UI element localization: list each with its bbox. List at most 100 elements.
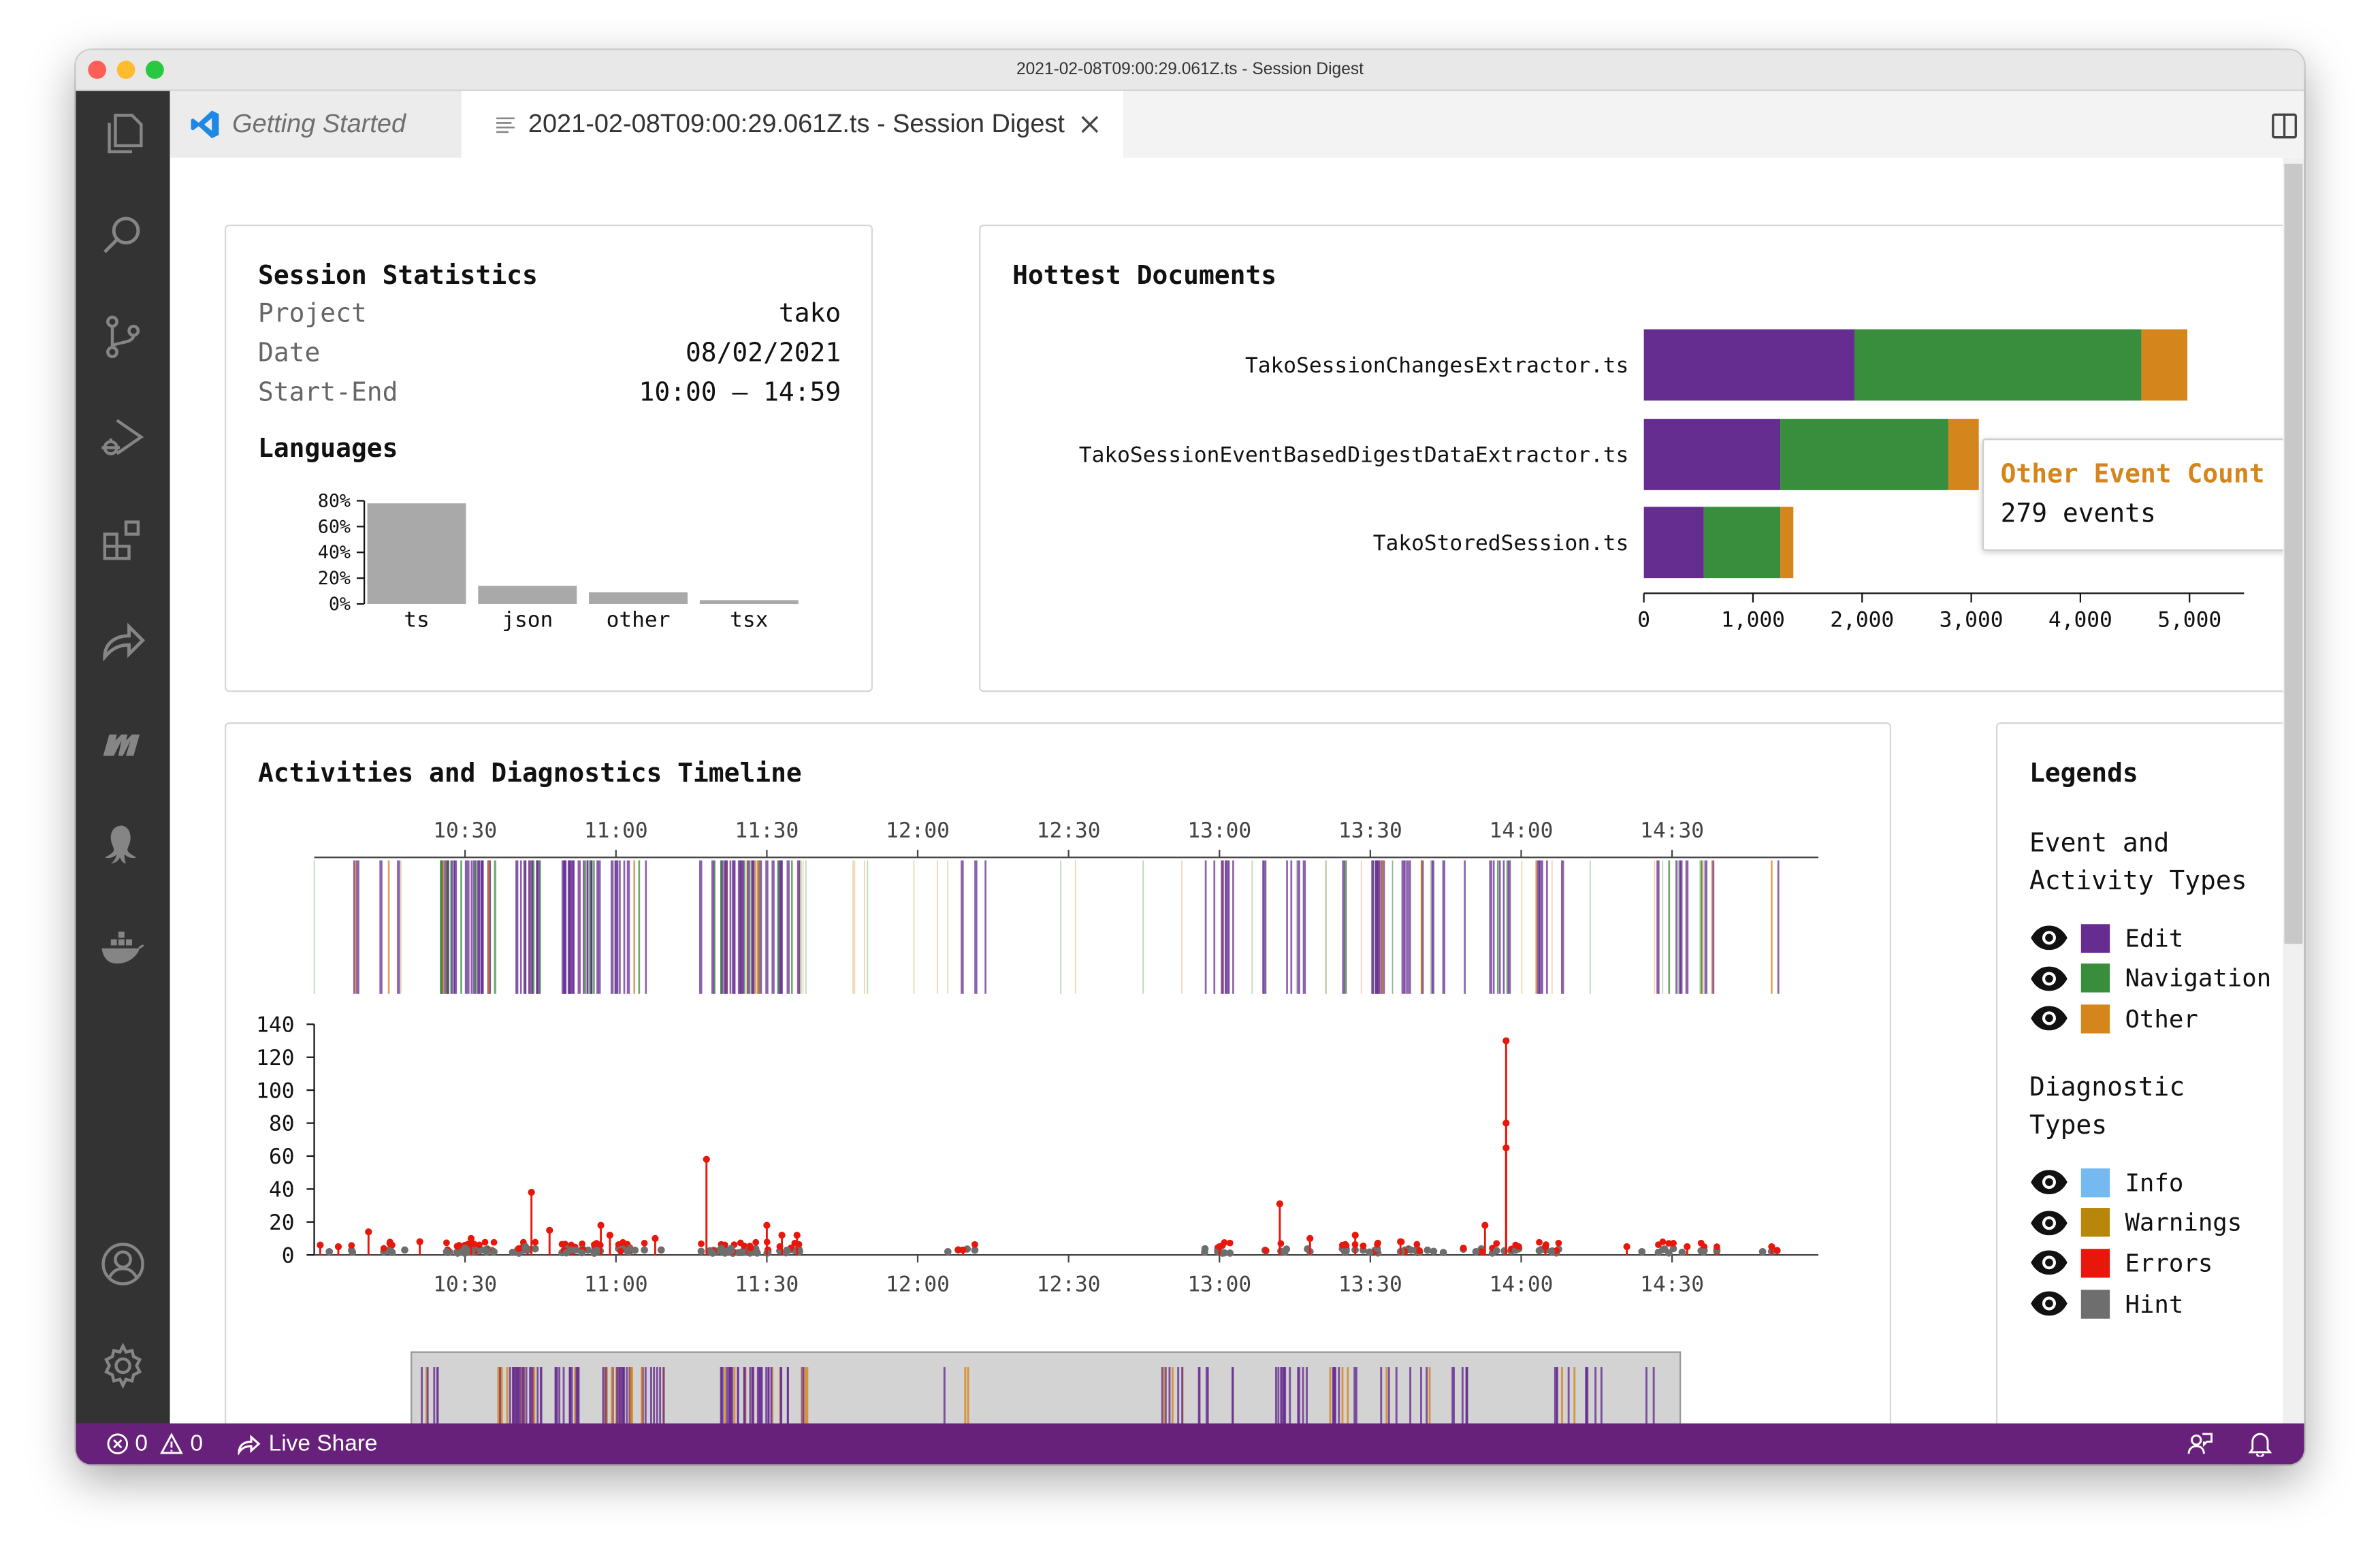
explorer-icon[interactable] <box>95 106 150 161</box>
settings-gear-icon[interactable] <box>95 1339 150 1393</box>
hint-point <box>578 1249 586 1257</box>
hint-point <box>592 1249 600 1256</box>
octopus-icon[interactable] <box>95 818 150 872</box>
y-tick-label: 40% <box>318 542 351 563</box>
legend-item-navigation[interactable]: Navigation <box>2029 961 2271 995</box>
top-axis-label: 14:30 <box>1640 818 1704 843</box>
eye-icon[interactable] <box>2029 924 2069 951</box>
legend-swatch <box>2080 923 2110 953</box>
heading-line: Diagnostic <box>2029 1072 2185 1104</box>
top-axis-label: 11:30 <box>735 818 799 843</box>
error-point <box>741 1242 747 1249</box>
eye-icon[interactable] <box>2029 1290 2069 1317</box>
hottest-documents-title: Hottest Documents <box>1012 261 1277 291</box>
live-share-status[interactable]: Live Share <box>237 1424 378 1465</box>
x-tick-label: 5,000 <box>2157 607 2221 632</box>
hint-point <box>531 1245 539 1253</box>
chart-tooltip: Other Event Count 279 events <box>1982 438 2294 552</box>
tab-getting-started[interactable]: Getting Started <box>170 91 462 158</box>
hint-point <box>566 1246 575 1254</box>
status-bar: 0 0 Live Share <box>76 1423 2304 1465</box>
diag-x-label: 12:00 <box>886 1273 950 1297</box>
x-tick-label: 0 <box>1637 607 1650 632</box>
bar-segment-navigation <box>1780 419 1948 490</box>
hint-point <box>1439 1249 1447 1256</box>
live-share-icon <box>237 1433 263 1456</box>
legend-item-warnings[interactable]: Warnings <box>2029 1206 2242 1239</box>
legend-label: Info <box>2125 1167 2184 1197</box>
error-point <box>1502 1037 1510 1044</box>
run-debug-icon[interactable] <box>95 411 150 466</box>
top-axis-label: 13:30 <box>1338 818 1402 843</box>
error-point <box>652 1234 659 1243</box>
error-point <box>1768 1243 1775 1251</box>
legend-item-errors[interactable]: Errors <box>2029 1247 2213 1280</box>
search-icon[interactable] <box>95 208 150 262</box>
x-tick-label: 4,000 <box>2048 607 2112 632</box>
hint-point <box>1424 1246 1432 1254</box>
warning-count: 0 <box>190 1431 204 1457</box>
legend-label: Edit <box>2125 923 2184 953</box>
problems-status[interactable]: 0 0 <box>106 1424 203 1465</box>
error-point <box>1262 1247 1270 1254</box>
notifications-bell-icon[interactable] <box>2248 1424 2272 1465</box>
error-point <box>1714 1243 1720 1250</box>
legend-item-other[interactable]: Other <box>2029 1002 2198 1036</box>
close-window-button[interactable] <box>88 61 107 79</box>
split-editor-icon[interactable] <box>2270 112 2298 146</box>
tako-m-icon[interactable] <box>95 716 150 771</box>
minimize-window-button[interactable] <box>116 61 135 79</box>
extensions-icon[interactable] <box>95 513 150 567</box>
legend-item-info[interactable]: Info <box>2029 1166 2183 1199</box>
vertical-scrollbar[interactable] <box>2283 157 2304 1424</box>
source-control-icon[interactable] <box>95 310 150 364</box>
error-point <box>641 1239 648 1247</box>
error-point <box>1670 1240 1677 1247</box>
error-point <box>698 1240 705 1247</box>
error-point <box>1555 1239 1562 1247</box>
error-point <box>515 1245 522 1252</box>
eye-icon[interactable] <box>2029 965 2069 992</box>
live-share-icon[interactable] <box>95 615 150 669</box>
editor-area: Session Statistics Project tako Date 08/… <box>170 157 2304 1424</box>
hint-point <box>1700 1248 1707 1256</box>
error-point <box>1276 1200 1284 1208</box>
docker-icon[interactable] <box>95 920 150 974</box>
top-axis-label: 13:00 <box>1187 818 1251 843</box>
legend-item-edit[interactable]: Edit <box>2029 921 2183 955</box>
timeline-title: Activities and Diagnostics Timeline <box>258 758 802 789</box>
eye-icon[interactable] <box>2029 1005 2069 1032</box>
error-point <box>490 1239 498 1246</box>
close-icon[interactable] <box>1080 114 1101 135</box>
bar-json <box>478 586 577 605</box>
live-share-label: Live Share <box>268 1431 378 1457</box>
hint-point <box>971 1246 979 1254</box>
top-axis-label: 10:30 <box>433 818 497 843</box>
hint-point <box>461 1245 469 1252</box>
hint-point <box>1472 1247 1480 1256</box>
error-point <box>532 1239 539 1246</box>
top-axis-label: 12:30 <box>1037 818 1101 843</box>
hint-point <box>1660 1245 1669 1253</box>
error-point <box>380 1245 387 1252</box>
account-icon[interactable] <box>95 1236 150 1291</box>
eye-icon[interactable] <box>2029 1249 2069 1277</box>
error-point <box>1341 1241 1348 1249</box>
legend-item-hint[interactable]: Hint <box>2029 1287 2183 1320</box>
zoom-window-button[interactable] <box>146 61 164 79</box>
hint-point <box>1492 1247 1500 1255</box>
diag-y-label: 40 <box>269 1177 295 1202</box>
top-axis-label: 11:00 <box>584 818 648 843</box>
tab-session-digest[interactable]: 2021-02-08T09:00:29.061Z.ts - Session Di… <box>461 91 1123 158</box>
stat-label: Date <box>258 338 321 369</box>
feedback-icon[interactable] <box>2187 1424 2213 1465</box>
eye-icon[interactable] <box>2029 1209 2069 1236</box>
diag-y-label: 80 <box>269 1112 295 1136</box>
error-point <box>1360 1242 1367 1249</box>
bar-segment-other <box>1948 419 1979 490</box>
error-point <box>476 1241 483 1249</box>
heading-line: Activity Types <box>2029 866 2247 897</box>
eye-icon[interactable] <box>2029 1168 2069 1196</box>
scrollbar-thumb[interactable] <box>2284 163 2303 944</box>
x-tick-label: json <box>502 607 553 632</box>
